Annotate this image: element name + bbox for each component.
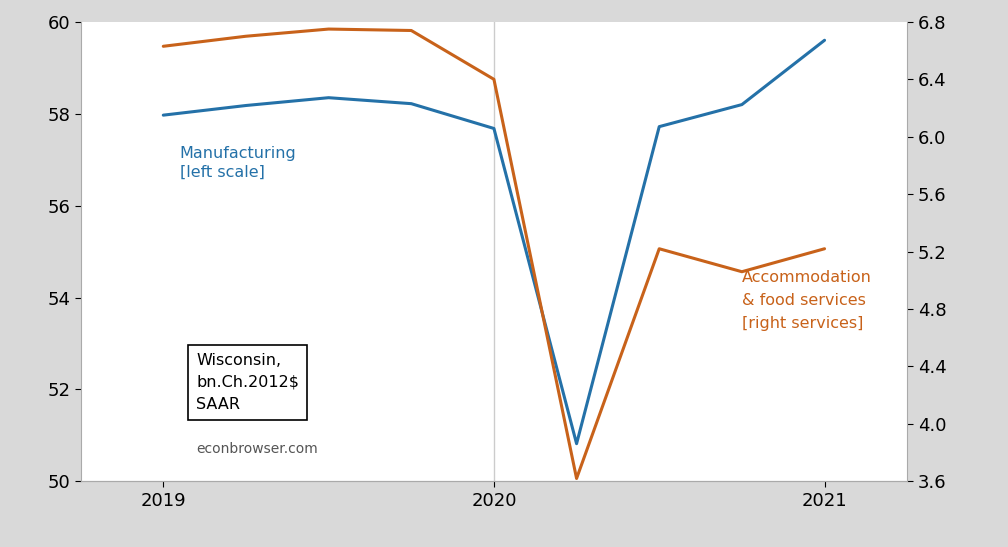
Text: & food services: & food services bbox=[742, 293, 866, 308]
Text: econbrowser.com: econbrowser.com bbox=[197, 442, 319, 456]
Text: [left scale]: [left scale] bbox=[179, 164, 265, 179]
Text: [right services]: [right services] bbox=[742, 316, 863, 331]
Text: Wisconsin,
bn.Ch.2012$
SAAR: Wisconsin, bn.Ch.2012$ SAAR bbox=[197, 353, 299, 412]
Text: Manufacturing: Manufacturing bbox=[179, 146, 296, 161]
Text: Accommodation: Accommodation bbox=[742, 270, 872, 285]
